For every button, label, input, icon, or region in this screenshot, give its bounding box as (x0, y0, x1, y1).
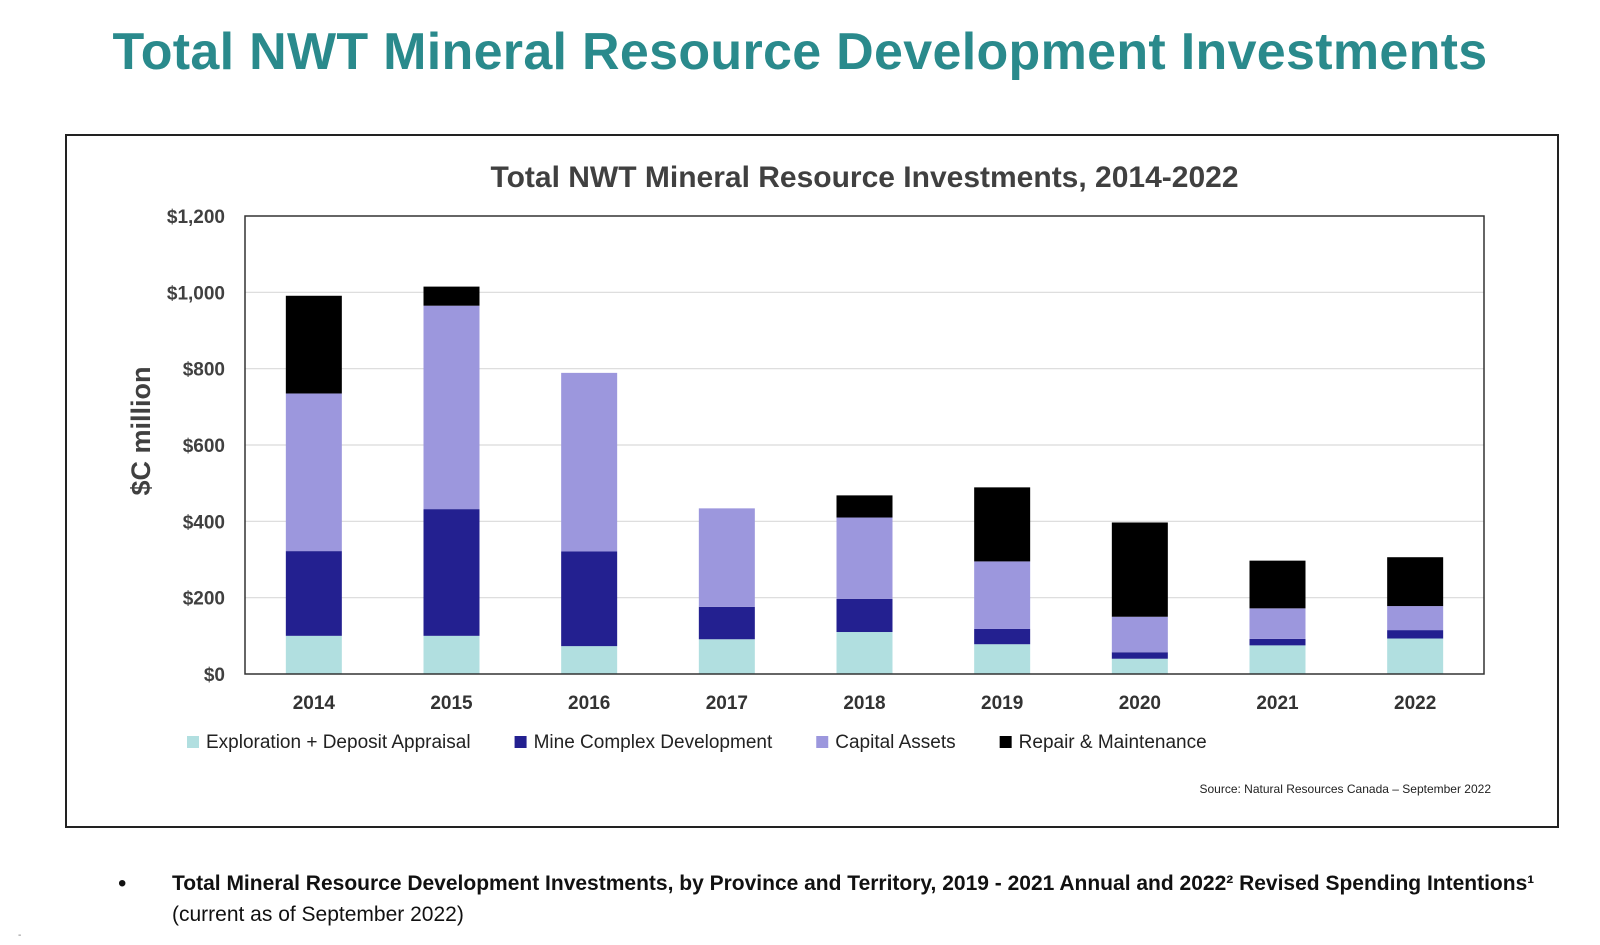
bar-capital_assets-2017 (698, 508, 755, 607)
y-tick-label: $1,000 (167, 283, 225, 304)
legend-label: Capital Assets (835, 732, 955, 753)
bar-mine_complex-2018 (836, 598, 893, 633)
bar-exploration-2021 (1249, 645, 1306, 674)
bar-repair-2021 (1249, 560, 1306, 609)
chart-frame: Total NWT Mineral Resource Investments, … (65, 134, 1559, 828)
bar-mine_complex-2020 (1111, 652, 1168, 659)
y-tick-label: $200 (183, 589, 225, 610)
bullet-normal-text: (current as of September 2022) (172, 903, 464, 926)
bar-mine_complex-2017 (698, 606, 755, 640)
x-tick-label: 2014 (293, 693, 336, 714)
source-note: Source: Natural Resources Canada – Septe… (1199, 782, 1491, 796)
bar-mine_complex-2019 (974, 628, 1031, 645)
bar-repair-2014 (285, 295, 342, 394)
bar-capital_assets-2021 (1249, 608, 1306, 639)
bar-capital_assets-2015 (423, 305, 480, 510)
x-tick-label: 2018 (843, 693, 885, 714)
bar-capital_assets-2018 (836, 517, 893, 599)
legend-label: Mine Complex Development (534, 732, 773, 753)
chart-title: Total NWT Mineral Resource Investments, … (490, 161, 1238, 194)
y-tick-label: $400 (183, 512, 225, 533)
bar-exploration-2014 (285, 635, 342, 674)
legend-swatch-mine_complex (514, 736, 527, 748)
bar-exploration-2017 (698, 639, 755, 674)
x-tick-label: 2020 (1119, 693, 1161, 714)
bar-repair-2020 (1111, 522, 1168, 617)
y-axis-label: $C million (126, 366, 156, 495)
bar-exploration-2018 (836, 632, 893, 674)
bar-exploration-2020 (1111, 658, 1168, 674)
bar-mine_complex-2022 (1387, 630, 1444, 639)
y-tick-label: $800 (183, 360, 225, 381)
bullet-text: Total Mineral Resource Development Inves… (172, 868, 1542, 930)
legend-label: Repair & Maintenance (1019, 732, 1207, 753)
bar-capital_assets-2016 (561, 372, 618, 552)
bar-repair-2018 (836, 495, 893, 518)
bar-repair-2015 (423, 286, 480, 306)
bar-mine_complex-2014 (285, 551, 342, 636)
bullet-marker: • (118, 870, 127, 897)
legend-swatch-capital_assets (816, 736, 829, 748)
stacked-bar-chart: Total NWT Mineral Resource Investments, … (126, 161, 1491, 796)
bar-mine_complex-2015 (423, 509, 480, 636)
bar-repair-2019 (974, 487, 1031, 562)
corner-mark: - (18, 930, 22, 941)
bar-exploration-2022 (1387, 638, 1444, 674)
bar-capital_assets-2019 (974, 561, 1031, 629)
bar-exploration-2016 (561, 646, 618, 674)
x-tick-label: 2021 (1256, 693, 1299, 714)
x-tick-label: 2015 (430, 693, 473, 714)
bar-capital_assets-2014 (285, 393, 342, 552)
bar-mine_complex-2016 (561, 551, 618, 647)
plot-area-border (244, 215, 1485, 675)
y-tick-label: $1,200 (167, 207, 225, 228)
bullet-bold-text: Total Mineral Resource Development Inves… (172, 872, 1535, 895)
x-tick-label: 2019 (981, 693, 1023, 714)
bar-mine_complex-2021 (1249, 638, 1306, 646)
y-tick-label: $0 (204, 665, 225, 686)
legend-swatch-repair (999, 736, 1012, 748)
x-tick-label: 2017 (706, 693, 748, 714)
bar-repair-2022 (1387, 557, 1444, 607)
y-tick-label: $600 (183, 436, 225, 457)
bar-exploration-2015 (423, 635, 480, 674)
bar-exploration-2019 (974, 644, 1031, 674)
x-tick-label: 2016 (568, 693, 610, 714)
bar-capital_assets-2020 (1111, 616, 1168, 653)
bar-capital_assets-2022 (1387, 606, 1444, 631)
page-title: Total NWT Mineral Resource Development I… (112, 23, 1488, 81)
legend-label: Exploration + Deposit Appraisal (206, 732, 471, 753)
legend-swatch-exploration (187, 736, 199, 748)
x-tick-label: 2022 (1394, 693, 1436, 714)
